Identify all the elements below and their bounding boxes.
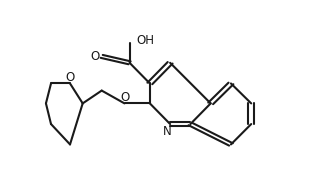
Text: O: O [65, 71, 75, 84]
Text: N: N [163, 125, 172, 138]
Text: O: O [120, 91, 129, 104]
Text: O: O [91, 50, 100, 63]
Text: OH: OH [136, 33, 154, 46]
